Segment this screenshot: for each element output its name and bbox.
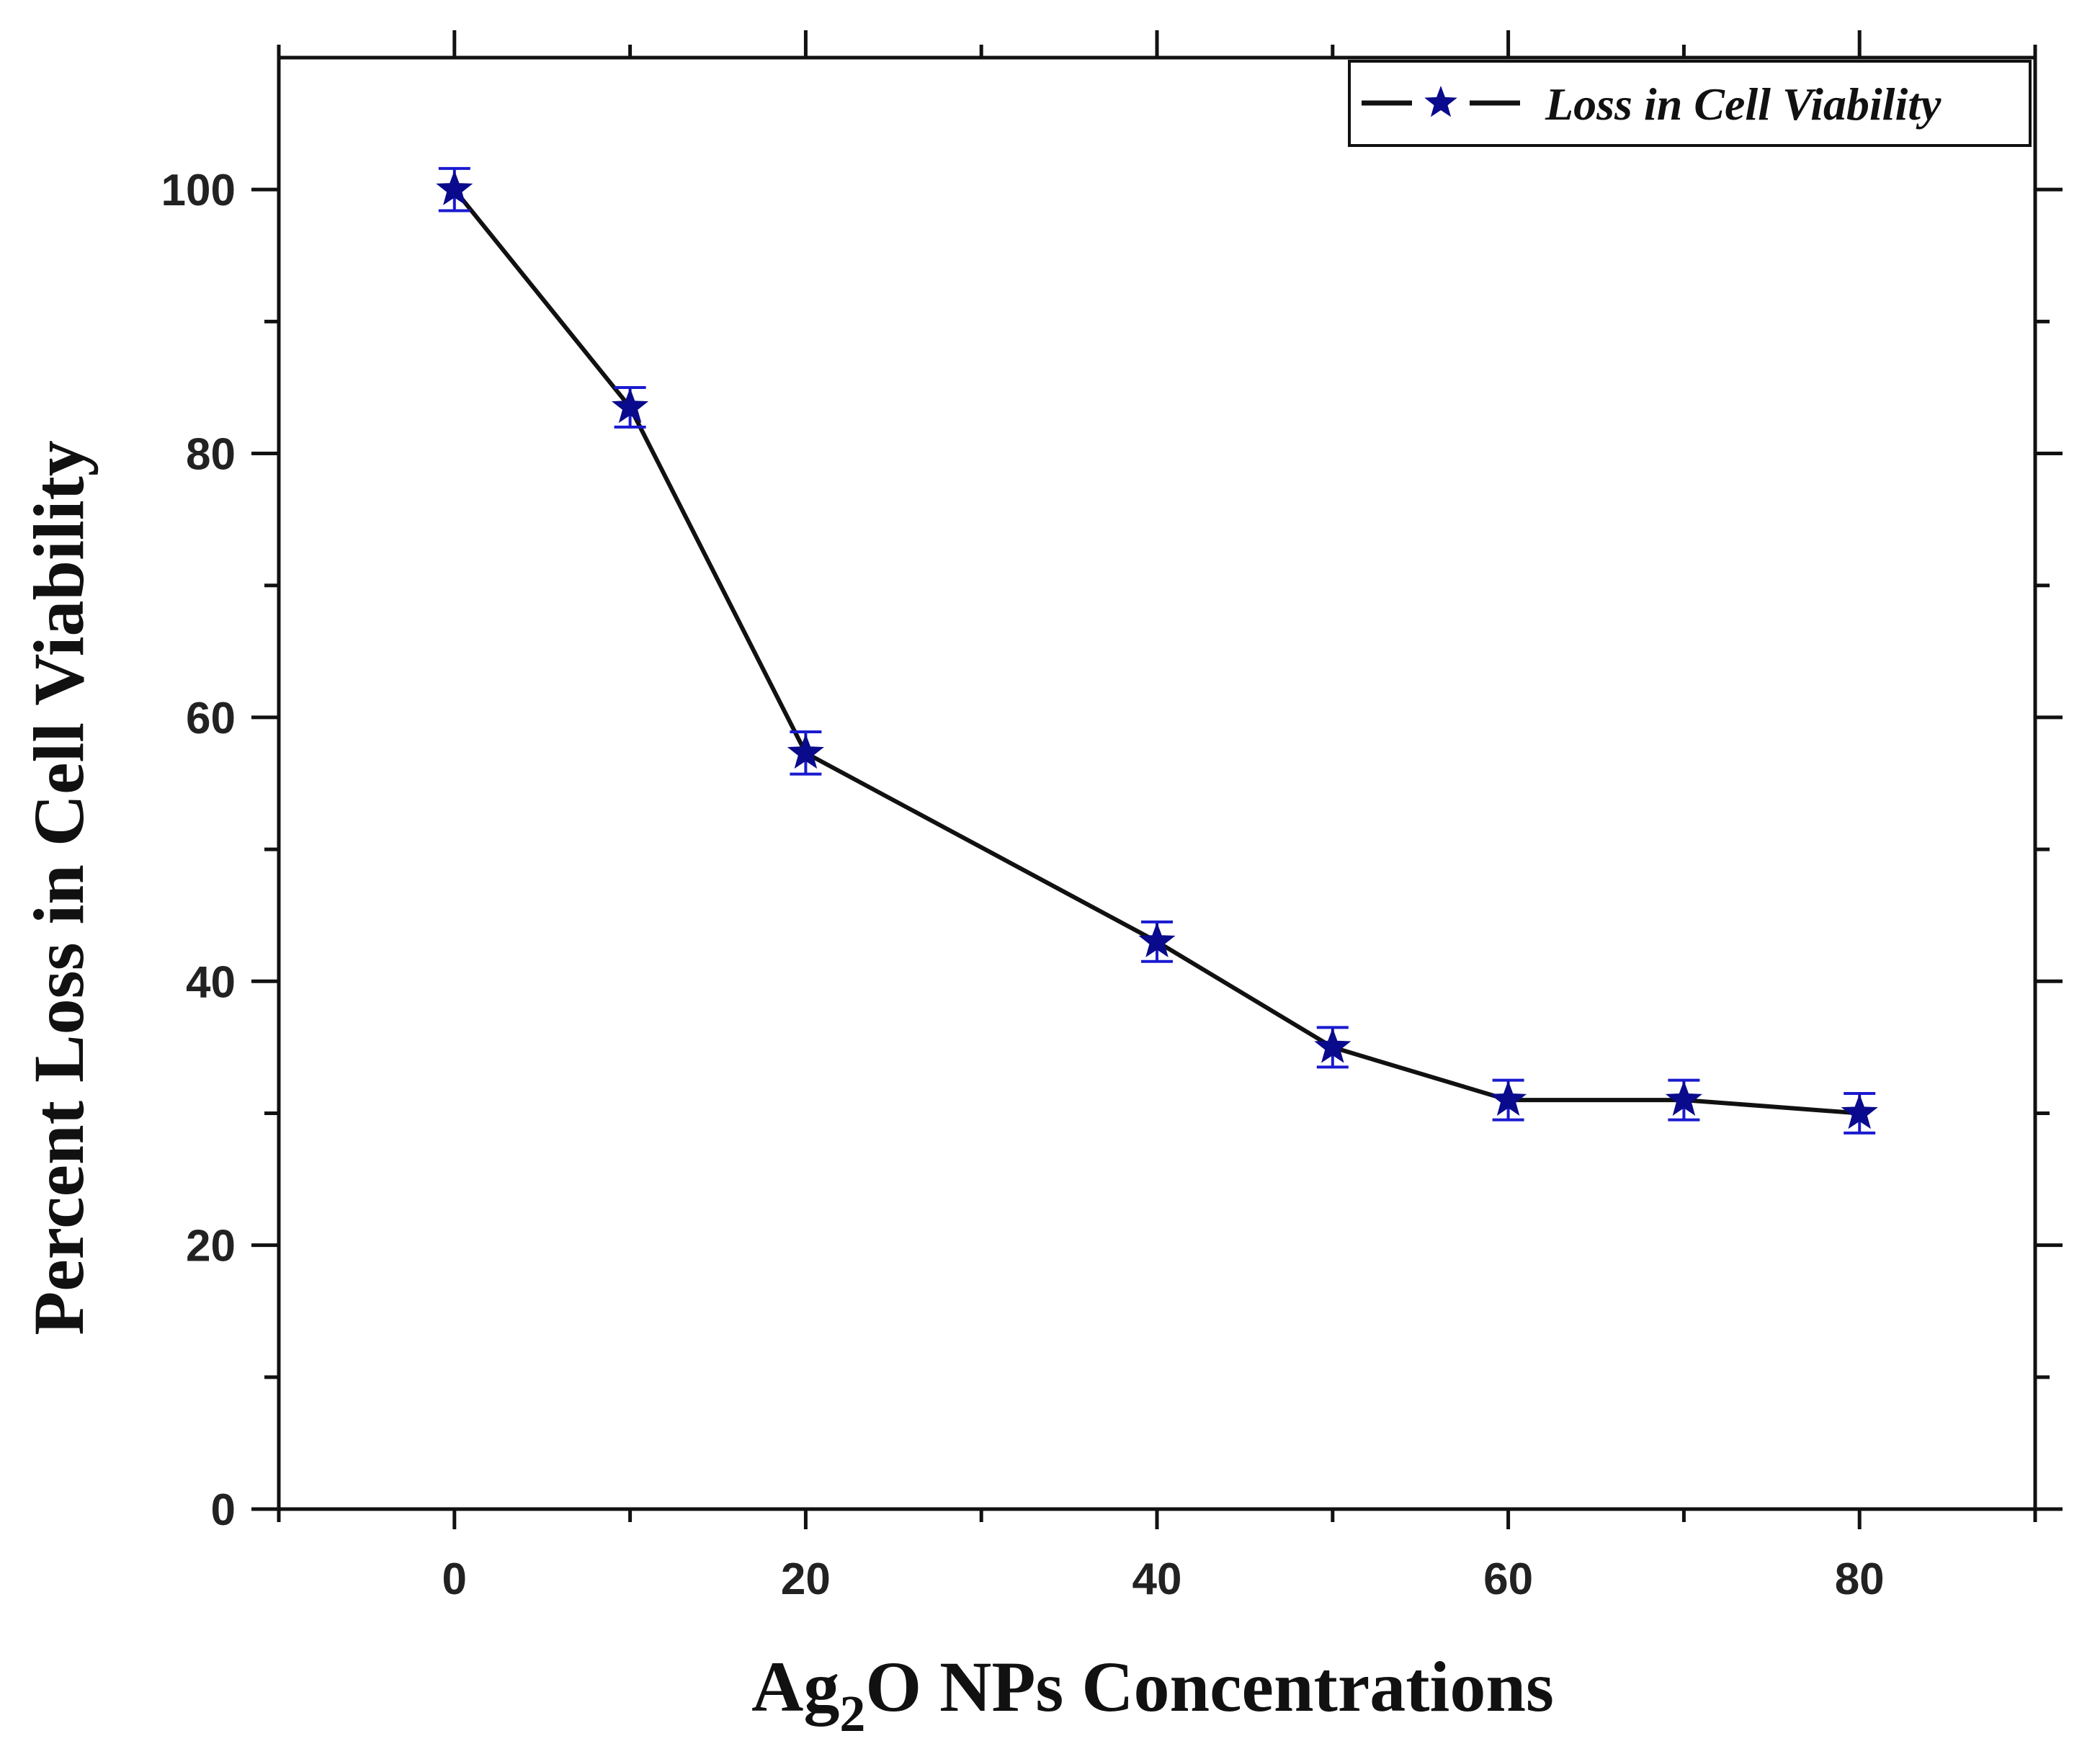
data-point-star [787,733,824,769]
x-axis-title: Ag2O NPs Concentrations [751,1647,1554,1742]
legend-box [1348,60,2032,147]
legend-star-marker [1424,86,1457,117]
major-ticks [251,30,2063,1529]
y-tick-label: 60 [186,694,236,743]
series-layer [436,166,1878,1135]
data-point-star [1138,922,1176,958]
data-point-star [1665,1080,1702,1116]
tick-labels: 0 20 40 60 80 0 20 40 60 80 100 [161,166,1885,1604]
x-axis-title-subscript: 2 [839,1685,865,1742]
x-axis-title-part: Ag [751,1647,839,1727]
x-tick-label: 20 [781,1554,831,1604]
legend: Loss in Cell Viability [1348,60,2032,147]
data-point-star [1490,1080,1527,1116]
data-point-star [612,388,649,424]
x-tick-label: 60 [1483,1554,1533,1604]
series-line [452,188,1860,1116]
y-tick-label: 40 [186,957,236,1007]
x-tick-label: 80 [1835,1554,1885,1604]
data-point-star [1314,1028,1351,1063]
data-point-star [436,170,473,205]
y-tick-label: 100 [161,166,236,215]
y-tick-label: 80 [186,430,236,480]
x-tick-label: 40 [1132,1554,1182,1604]
legend-entry-label: Loss in Cell Viability [1545,79,1942,130]
y-tick-label: 20 [186,1222,236,1271]
plot-frame [277,55,2037,1511]
x-tick-label: 0 [442,1554,467,1604]
y-axis-title: Percent Loss in Cell Viability [19,440,99,1335]
x-axis-title-part: O NPs Concentrations [865,1647,1554,1727]
data-point-star [1841,1093,1878,1129]
minor-ticks [264,45,2050,1522]
y-tick-label: 0 [211,1485,236,1535]
